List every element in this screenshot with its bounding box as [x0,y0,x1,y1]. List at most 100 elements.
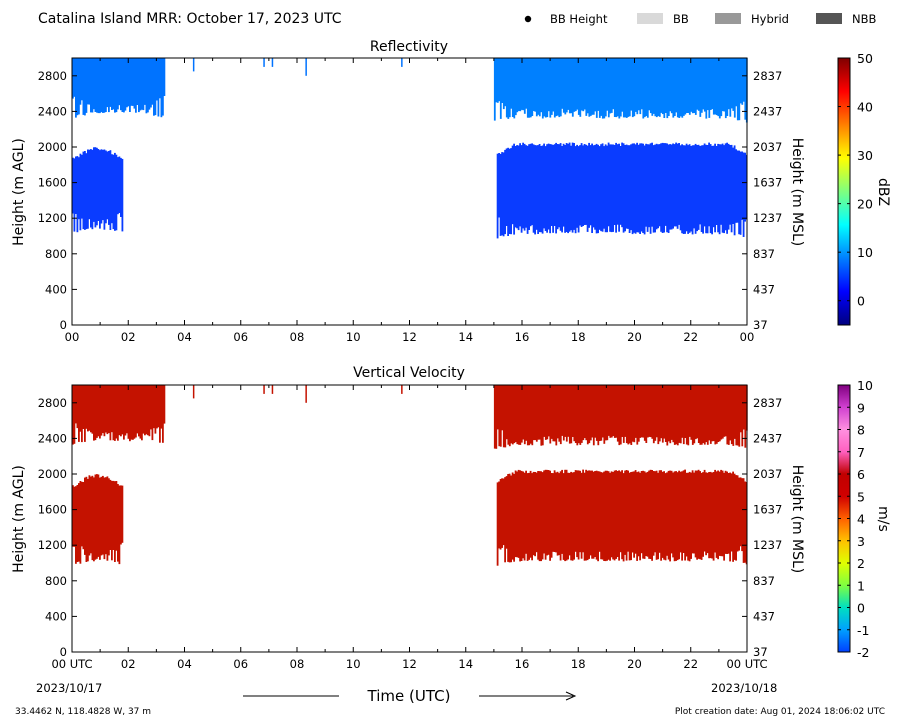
echo-column [87,385,89,432]
echo-column [546,144,548,233]
echo-column [157,58,160,117]
echo-column [691,58,694,114]
echo-column [564,58,567,115]
y-tick-label-right: 437 [753,609,775,623]
echo-column [102,475,104,555]
echo-column [117,157,119,215]
echo-column [658,385,661,442]
echo-column [666,385,669,446]
echo-column [121,58,124,112]
echo-column [589,58,592,116]
echo-column [529,58,532,118]
echo-column [720,385,723,440]
echo-column [534,145,536,235]
echo-column [555,142,557,234]
echo-column [121,485,124,543]
echo-column [546,385,549,440]
echo-column [91,385,94,434]
echo-column [93,58,95,110]
echo-column [639,472,641,561]
echo-column [738,477,740,551]
echo-column [603,146,605,229]
echo-column [573,385,576,442]
echo-column [513,58,516,119]
echo-column [525,145,527,228]
echo-column [114,152,116,231]
echo-column [706,472,709,554]
echo-column [696,470,698,560]
legend-hybrid-label: Hybrid [751,12,789,26]
echo-column [120,157,122,217]
echo-speck [263,385,265,394]
echo-column [97,58,100,114]
echo-column [559,471,562,561]
echo-region [496,469,748,566]
echo-column [108,58,110,113]
echo-column [637,58,640,111]
echo-column [664,385,667,442]
echo-column [498,58,501,102]
echo-column [675,471,677,561]
echo-column [661,385,664,443]
echo-column [511,58,514,117]
echo-column [577,146,580,233]
x-tick-label: 12 [402,330,417,344]
echo-column [583,144,586,225]
echo-column [627,58,630,117]
reflectivity-y-label-right: Height (m MSL) [789,138,805,247]
echo-column [553,385,556,442]
echo-column [690,385,693,440]
echo-column [558,385,561,442]
echo-column [156,58,158,101]
echo-column [693,385,696,444]
echo-column [717,58,720,117]
echo-column [496,58,499,103]
echo-column [100,385,103,436]
echo-column [493,385,496,449]
echo-column [534,472,536,557]
echo-column [562,58,565,113]
echo-column [697,469,700,559]
echo-column [75,486,77,564]
echo-column [532,385,535,441]
echo-column [702,58,705,110]
reflectivity-data [72,58,748,239]
echo-column [150,58,152,108]
echo-column [732,58,735,111]
echo-column [727,473,730,554]
echo-column [684,385,687,438]
echo-column [73,486,76,547]
echo-column [112,385,115,441]
echo-column [537,58,540,115]
echo-column [499,153,502,236]
echo-column [82,385,85,429]
echo-column [621,470,623,560]
echo-column [666,143,668,233]
echo-column [703,58,706,112]
echo-column [651,385,654,439]
echo-column [711,58,714,110]
x-tick-label: 00 [740,330,755,344]
echo-column [744,385,747,448]
y-tick-label: 400 [45,609,67,623]
echo-column [97,385,100,437]
echo-column [633,385,636,443]
echo-column [631,143,634,235]
echo-column [649,385,652,438]
echo-column [717,385,720,442]
echo-column [609,385,612,438]
echo-column [528,58,531,118]
echo-column [652,471,655,556]
echo-column [672,143,674,229]
echo-column [660,385,663,439]
echo-column [583,472,586,561]
echo-column [507,58,510,119]
echo-column [147,385,149,436]
echo-column [537,385,540,440]
echo-column [628,145,631,233]
echo-column [604,144,607,233]
echo-column [547,470,550,555]
echo-column [132,58,134,106]
echo-column [124,58,127,111]
echo-column [549,385,552,444]
